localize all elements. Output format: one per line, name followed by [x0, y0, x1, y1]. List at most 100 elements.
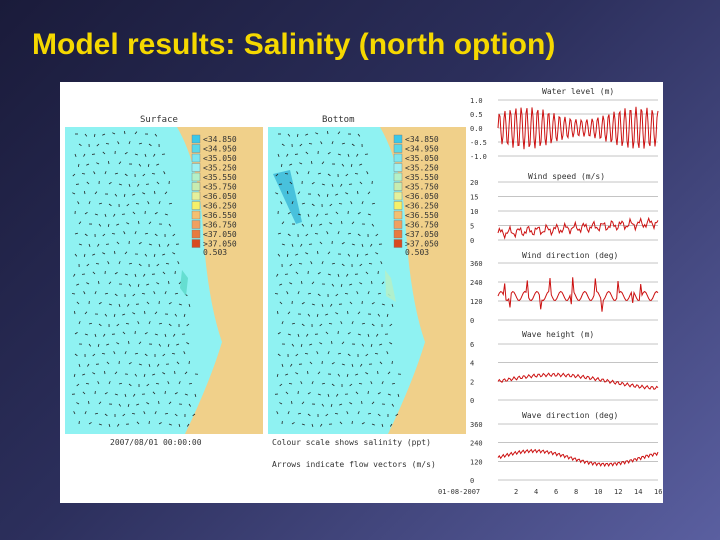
bottom-legend-label: <36.750	[405, 221, 439, 230]
surface-flow-arrow	[98, 323, 102, 327]
bottom-flow-arrow	[395, 413, 399, 417]
surface-flow-arrow	[86, 163, 90, 166]
bottom-flow-arrow	[359, 263, 363, 267]
surface-flow-arrow	[164, 412, 169, 415]
surface-flow-arrow	[128, 340, 130, 345]
surface-flow-arrow	[76, 402, 80, 405]
bottom-flow-arrow	[341, 263, 345, 267]
surface-flow-arrow	[88, 422, 92, 425]
wave-height-tick-label: 2	[470, 378, 474, 386]
bottom-legend-label: <36.250	[405, 202, 439, 211]
surface-flow-arrow	[176, 361, 180, 365]
bottom-flow-arrow	[340, 283, 343, 287]
bottom-flow-arrow	[341, 363, 345, 366]
bottom-flow-arrow	[370, 343, 373, 347]
surface-flow-arrow	[77, 201, 80, 205]
surface-flow-arrow	[146, 402, 150, 405]
bottom-flow-arrow	[338, 203, 343, 205]
bottom-flow-arrow	[356, 291, 359, 295]
surface-flow-arrow	[104, 370, 106, 375]
bottom-flow-arrow	[361, 201, 364, 205]
wind-direction-tick-label: 120	[470, 298, 483, 306]
bottom-flow-arrow	[341, 341, 345, 345]
surface-flow-arrow	[138, 242, 142, 245]
bottom-flow-arrow	[287, 333, 291, 336]
surface-flow-arrow	[114, 193, 118, 197]
bottom-flow-arrow	[321, 303, 324, 307]
water-level-tick-label: 0.0	[470, 125, 483, 133]
surface-flow-arrow	[76, 301, 80, 305]
time-axis-label: 16	[654, 488, 662, 496]
bottom-flow-arrow	[286, 190, 289, 195]
bottom-flow-arrow	[391, 303, 394, 307]
bottom-flow-arrow	[337, 231, 340, 235]
surface-flow-arrow	[96, 162, 100, 165]
surface-flow-arrow	[124, 251, 128, 255]
surface-flow-arrow	[78, 363, 81, 367]
surface-flow-arrow	[158, 243, 161, 247]
bottom-flow-arrow	[285, 391, 289, 395]
surface-flow-arrow	[144, 310, 146, 315]
bottom-flow-arrow	[341, 242, 345, 245]
wave-height-tick-label: 0	[470, 397, 474, 405]
surface-legend-swatch	[191, 134, 201, 144]
bottom-flow-arrow	[377, 413, 381, 417]
bottom-flow-arrow	[381, 423, 384, 427]
surface-flow-arrow	[124, 351, 127, 355]
bottom-flow-arrow	[365, 253, 369, 256]
bottom-flow-arrow	[289, 163, 293, 166]
surface-flow-arrow	[162, 253, 166, 256]
model-results-figure: Surface <34.850 <34.950 <35.050 <35.250 <35.…	[60, 82, 663, 503]
bottom-flow-arrow	[279, 383, 283, 387]
bottom-flow-arrow	[310, 223, 313, 228]
surface-map-title: Surface	[140, 115, 178, 125]
bottom-flow-arrow	[377, 313, 381, 317]
surface-flow-arrow	[192, 413, 196, 417]
surface-flow-arrow	[132, 293, 136, 297]
surface-flow-arrow	[156, 282, 160, 285]
surface-flow-arrow	[94, 412, 99, 415]
bottom-flow-arrow	[274, 293, 279, 295]
bottom-flow-arrow	[301, 223, 305, 227]
bottom-flow-arrow	[335, 211, 339, 215]
bottom-flow-arrow	[316, 213, 319, 217]
surface-flow-arrow	[86, 263, 90, 267]
surface-flow-arrow	[126, 222, 130, 225]
surface-flow-arrow	[154, 411, 157, 415]
bottom-flow-arrow	[305, 151, 309, 155]
surface-flow-arrow	[153, 291, 156, 295]
bottom-flow-arrow	[325, 413, 329, 417]
surface-flow-arrow	[158, 343, 162, 347]
surface-flow-arrow	[154, 133, 158, 137]
bottom-flow-arrow	[371, 223, 375, 227]
bottom-flow-arrow	[349, 402, 353, 405]
bottom-flow-arrow	[317, 193, 321, 197]
bottom-flow-arrow	[347, 310, 349, 315]
surface-flow-arrow	[108, 303, 112, 306]
bottom-flow-arrow	[375, 233, 379, 237]
surface-flow-arrow	[188, 403, 192, 407]
bottom-flow-arrow	[387, 393, 391, 396]
water-level-title: Water level (m)	[542, 87, 614, 96]
bottom-flow-arrow	[321, 161, 325, 165]
surface-flow-arrow	[84, 233, 88, 237]
bottom-flow-arrow	[391, 403, 395, 407]
surface-flow-arrow	[153, 253, 156, 257]
surface-flow-arrow	[131, 412, 136, 415]
surface-flow-arrow	[83, 190, 86, 195]
bottom-flow-arrow	[361, 343, 365, 347]
bottom-flow-arrow	[307, 292, 312, 295]
bottom-flow-arrow	[331, 183, 334, 187]
bottom-legend-label: <34.950	[405, 145, 439, 154]
bottom-flow-arrow	[377, 292, 382, 295]
surface-flow-arrow	[73, 273, 76, 277]
bottom-flow-arrow	[327, 393, 330, 397]
bottom-flow-arrow	[371, 423, 375, 426]
water-level-tick-label: 0.5	[470, 111, 483, 119]
surface-flow-arrow	[127, 403, 130, 407]
bottom-flow-arrow	[321, 382, 326, 385]
surface-flow-arrow	[113, 213, 116, 217]
bottom-flow-arrow	[317, 293, 321, 297]
surface-flow-arrow	[86, 282, 90, 285]
bottom-flow-arrow	[277, 153, 280, 157]
